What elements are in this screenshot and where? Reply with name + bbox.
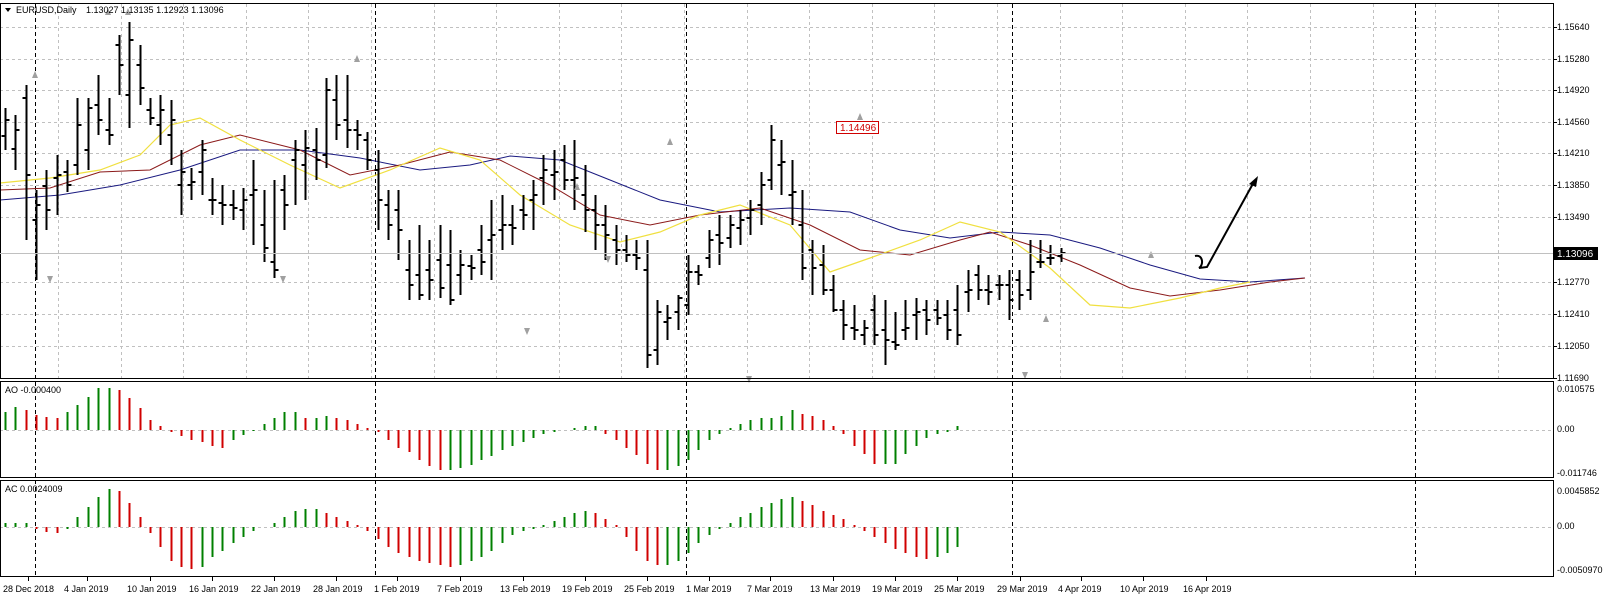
alligator-lips-line bbox=[0, 117, 1251, 309]
fractal-up-icon bbox=[125, 8, 131, 15]
fractal-down-icon bbox=[47, 276, 53, 283]
price-tick-label: 1.15640 bbox=[1557, 22, 1590, 32]
date-tick-label: 10 Apr 2019 bbox=[1120, 584, 1169, 594]
peak-price-box bbox=[836, 121, 879, 134]
date-tick-label: 1 Mar 2019 bbox=[686, 584, 732, 594]
ac-tick-zero: 0.00 bbox=[1557, 521, 1575, 531]
price-tick-label: 1.14560 bbox=[1557, 117, 1590, 127]
date-tick-label: 25 Feb 2019 bbox=[624, 584, 675, 594]
price-tick-label: 1.13490 bbox=[1557, 212, 1590, 222]
main-panel-frame bbox=[0, 3, 1554, 379]
price-tick-label: 1.15280 bbox=[1557, 54, 1590, 64]
price-axis: 1.15640 1.15280 1.14920 1.14560 1.14210 1.138… bbox=[1553, 22, 1590, 383]
fractal-up-icon bbox=[667, 138, 673, 145]
fractal-up-icon bbox=[1148, 251, 1154, 258]
date-tick-label: 1 Feb 2019 bbox=[374, 584, 420, 594]
date-tick-label: 16 Apr 2019 bbox=[1183, 584, 1232, 594]
date-tick-label: 25 Mar 2019 bbox=[934, 584, 985, 594]
ao-title: AO -0.000400 bbox=[5, 385, 61, 395]
price-tick-label: 1.13850 bbox=[1557, 180, 1590, 190]
date-tick-label: 22 Jan 2019 bbox=[251, 584, 301, 594]
grid bbox=[0, 4, 1553, 528]
date-tick-label: 10 Jan 2019 bbox=[127, 584, 177, 594]
ac-tick-bottom: -0.0050970 bbox=[1557, 565, 1603, 575]
fractal-markers bbox=[32, 8, 1154, 383]
date-tick-label: 7 Feb 2019 bbox=[437, 584, 483, 594]
forecast-arrow-head bbox=[1249, 176, 1258, 187]
fractal-up-icon bbox=[857, 113, 863, 120]
ohlc-values: 1.13027 1.13135 1.12923 1.13096 bbox=[86, 5, 224, 15]
period-separators bbox=[35, 4, 1416, 577]
price-tick-label: 1.14210 bbox=[1557, 148, 1590, 158]
ac-title: AC 0.0024009 bbox=[5, 484, 63, 494]
fractal-up-icon bbox=[574, 183, 580, 190]
date-tick-label: 4 Jan 2019 bbox=[64, 584, 109, 594]
date-tick-label: 13 Mar 2019 bbox=[810, 584, 861, 594]
date-tick-label: 13 Feb 2019 bbox=[500, 584, 551, 594]
fractal-down-icon bbox=[280, 276, 286, 283]
fractal-up-icon bbox=[354, 55, 360, 62]
ac-panel-frame bbox=[0, 480, 1554, 577]
forecast-arrow[interactable] bbox=[1194, 179, 1256, 269]
alligator-teeth-line bbox=[0, 134, 1306, 297]
fractal-down-icon bbox=[1022, 372, 1028, 379]
peak-price-label: 1.14496 bbox=[840, 123, 877, 134]
ao-tick-top: 0.010575 bbox=[1557, 384, 1595, 394]
fractal-down-icon bbox=[524, 328, 530, 335]
ao-panel-frame bbox=[0, 381, 1554, 478]
date-tick-label: 28 Jan 2019 bbox=[313, 584, 363, 594]
date-tick-label: 19 Feb 2019 bbox=[562, 584, 613, 594]
chevron-down-icon[interactable] bbox=[5, 8, 11, 12]
current-price-tag bbox=[1554, 247, 1598, 260]
ao-histogram bbox=[4, 388, 959, 470]
fractal-up-icon bbox=[105, 8, 111, 15]
ao-tick-bottom: -0.011746 bbox=[1557, 468, 1597, 478]
date-tick-label: 7 Mar 2019 bbox=[747, 584, 793, 594]
alligator-indicator bbox=[0, 117, 1306, 309]
date-axis: 28 Dec 2018 4 Jan 2019 10 Jan 2019 16 Jan 2… bbox=[3, 577, 1232, 594]
date-tick-label: 16 Jan 2019 bbox=[189, 584, 239, 594]
price-tick-label: 1.14920 bbox=[1557, 85, 1590, 95]
price-tick-label: 1.12050 bbox=[1557, 341, 1590, 351]
price-bars bbox=[1, 22, 1066, 368]
fractal-down-icon bbox=[746, 376, 752, 383]
date-tick-label: 4 Apr 2019 bbox=[1058, 584, 1102, 594]
ac-histogram bbox=[4, 489, 959, 569]
alligator-jaw-line bbox=[0, 149, 1306, 283]
price-tick-label: 1.12770 bbox=[1557, 277, 1590, 287]
ao-tick-zero: 0.00 bbox=[1557, 424, 1575, 434]
price-tick-label: 1.11690 bbox=[1557, 373, 1589, 383]
date-tick-label: 29 Mar 2019 bbox=[997, 584, 1048, 594]
price-tick-label: 1.12410 bbox=[1557, 309, 1590, 319]
ac-tick-top: 0.0045852 bbox=[1557, 486, 1600, 496]
chart-symbol: EURUSD,Daily bbox=[16, 5, 77, 15]
date-tick-label: 19 Mar 2019 bbox=[872, 584, 923, 594]
date-tick-label: 28 Dec 2018 bbox=[3, 584, 54, 594]
fractal-up-icon bbox=[32, 71, 38, 78]
fractal-down-icon bbox=[605, 256, 611, 263]
fractal-up-icon bbox=[1043, 315, 1049, 322]
current-price-label: 1.13096 bbox=[1557, 249, 1594, 260]
